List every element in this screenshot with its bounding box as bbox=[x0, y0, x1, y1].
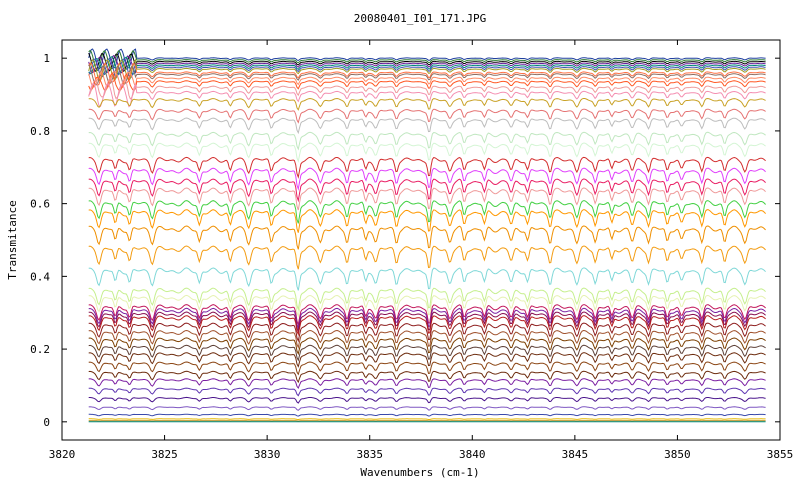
spectrum-series-line bbox=[88, 418, 766, 421]
spectrum-series-line bbox=[88, 82, 766, 108]
spectrum-series-line bbox=[88, 156, 766, 179]
spectrum-series-line bbox=[88, 200, 766, 224]
spectrum-series-line bbox=[88, 322, 766, 343]
y-tick-label: 0.4 bbox=[30, 270, 50, 283]
spectrum-series-line bbox=[88, 48, 766, 70]
x-tick-label: 3855 bbox=[767, 448, 794, 461]
spectrum-series-line bbox=[88, 413, 766, 417]
y-tick-label: 1 bbox=[43, 52, 50, 65]
spectrum-series-line bbox=[88, 307, 766, 330]
spectrum-series-line bbox=[88, 178, 766, 203]
spectrum-series-line bbox=[88, 57, 766, 79]
spectrum-series-line bbox=[88, 329, 766, 349]
spectrum-series-line bbox=[88, 71, 766, 89]
spectrum-series-line bbox=[88, 142, 766, 163]
spectrum-series-line bbox=[88, 167, 766, 191]
y-tick-label: 0.8 bbox=[30, 125, 50, 138]
x-axis-label: Wavenumbers (cm-1) bbox=[360, 466, 479, 479]
spectrum-series-line bbox=[88, 72, 766, 92]
spectrum-series-line bbox=[88, 294, 766, 318]
spectrum-series-line bbox=[88, 62, 766, 86]
spectrum-series-line bbox=[88, 97, 766, 111]
spectrum-series-line bbox=[88, 315, 766, 337]
x-tick-label: 3830 bbox=[254, 448, 281, 461]
x-tick-label: 3820 bbox=[49, 448, 76, 461]
x-tick-label: 3840 bbox=[459, 448, 486, 461]
spectrum-series-line bbox=[88, 58, 766, 82]
series-layer bbox=[88, 48, 766, 423]
spectrum-series-line bbox=[88, 387, 766, 397]
spectrum-series-line bbox=[88, 187, 766, 211]
spectrum-series-line bbox=[88, 352, 766, 368]
spectrum-series-line bbox=[88, 49, 766, 72]
spectrum-series-line bbox=[88, 64, 766, 86]
plot-frame bbox=[61, 39, 781, 441]
spectrum-series-line bbox=[88, 304, 766, 327]
spectrum-series-line bbox=[88, 108, 766, 124]
spectrum-series-line bbox=[88, 344, 766, 362]
spectrum-series-line bbox=[88, 361, 766, 376]
spectrum-series-line bbox=[88, 52, 766, 73]
spectrum-series-line bbox=[88, 55, 766, 76]
spectrum-series-line bbox=[88, 337, 766, 356]
y-tick-label: 0.2 bbox=[30, 343, 50, 356]
spectrum-series-line bbox=[88, 131, 766, 151]
x-tick-label: 3845 bbox=[562, 448, 589, 461]
y-tick-label: 0 bbox=[43, 416, 50, 429]
spectrum-series-line bbox=[88, 396, 766, 404]
spectrum-series-line bbox=[88, 311, 766, 333]
spectrum-series-line bbox=[88, 245, 766, 270]
spectrum-series-line bbox=[88, 370, 766, 384]
spectrum-series-line bbox=[88, 225, 766, 250]
axes-layer: 3820 3825 3830 3835 3840 3845 3850 3855 0 0.2 0.4 0… bbox=[30, 40, 793, 461]
x-tick-label: 3835 bbox=[356, 448, 383, 461]
y-axis-label: Transmitance bbox=[6, 200, 19, 279]
spectrum-series-line bbox=[88, 406, 766, 411]
x-tick-label: 3825 bbox=[151, 448, 178, 461]
y-tick-label: 0.6 bbox=[30, 198, 50, 211]
spectrum-series-line bbox=[88, 378, 766, 389]
spectrum-series-line bbox=[88, 287, 766, 312]
spectrum-series-line bbox=[88, 209, 766, 233]
spectrum-series-line bbox=[88, 78, 766, 100]
x-tick-label: 3850 bbox=[664, 448, 691, 461]
spectrum-series-line bbox=[88, 54, 766, 74]
chart-title: 20080401_I01_171.JPG bbox=[354, 12, 486, 25]
spectrum-series-line bbox=[88, 267, 766, 291]
spectrum-series-line bbox=[88, 117, 766, 135]
